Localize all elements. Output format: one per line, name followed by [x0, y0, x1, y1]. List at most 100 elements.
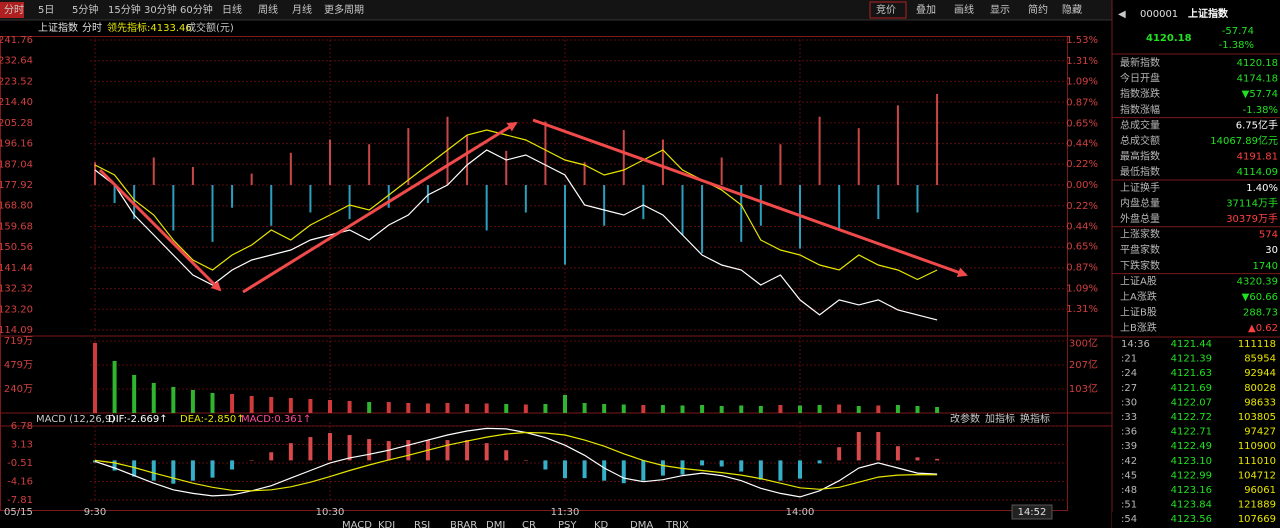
- row-label: 上B涨跌: [1120, 321, 1157, 334]
- bar: [544, 121, 547, 185]
- tab[interactable]: 周线: [258, 3, 278, 16]
- bottom-tab[interactable]: KD: [594, 520, 609, 528]
- bar: [837, 447, 842, 461]
- tick-price: 4123.56: [1171, 514, 1212, 525]
- bar: [876, 431, 881, 461]
- tab[interactable]: 60分钟: [180, 3, 213, 16]
- bottom-tab[interactable]: PSY: [558, 520, 577, 528]
- tick-volume: 110900: [1238, 441, 1276, 452]
- row-label: 上证B股: [1120, 307, 1157, 319]
- bar: [485, 185, 488, 231]
- tick-volume: 107669: [1238, 514, 1276, 525]
- y-tick-label: 4123.20: [0, 304, 33, 315]
- y-tick-label: 240万: [4, 384, 33, 395]
- volume-bar: [504, 403, 509, 413]
- tab-active: [0, 2, 24, 18]
- row-label: 内盘总量: [1120, 196, 1160, 209]
- panel-arrow[interactable]: ◀: [1118, 9, 1126, 20]
- row-label: 指数涨幅: [1120, 103, 1160, 116]
- tab[interactable]: 15分钟: [108, 3, 141, 16]
- row-value: -1.38%: [1243, 105, 1278, 116]
- bar: [701, 185, 704, 254]
- x-tick-label: 10:30: [316, 507, 345, 518]
- row-label: 指数涨跌: [1120, 87, 1160, 100]
- arrow: [98, 168, 222, 292]
- row-value: 4174.18: [1237, 74, 1278, 85]
- tick-price: 4123.10: [1171, 456, 1212, 467]
- bar: [818, 116, 821, 185]
- y2-tick-label: 207亿: [1069, 358, 1098, 371]
- volume-bar: [621, 404, 626, 413]
- bottom-tab[interactable]: CR: [522, 520, 536, 528]
- y2-tick-label: 0.65%: [1066, 118, 1098, 129]
- y-tick-label: 4150.56: [0, 242, 33, 253]
- row-value: ▼60.66: [1242, 292, 1278, 303]
- tab[interactable]: 日线: [222, 3, 242, 16]
- bar: [190, 460, 195, 481]
- y2-tick-label: 1.31%: [1066, 56, 1098, 67]
- pane-button[interactable]: 改参数: [950, 412, 980, 425]
- tab[interactable]: 更多周期: [324, 3, 364, 16]
- pane-button[interactable]: 加指标: [985, 412, 1015, 425]
- tab[interactable]: 月线: [292, 3, 312, 16]
- bar: [563, 460, 567, 479]
- tool[interactable]: 显示: [990, 4, 1010, 16]
- tool[interactable]: 竞价: [876, 3, 896, 16]
- tool[interactable]: 画线: [954, 3, 974, 16]
- row-label: 最新指数: [1120, 56, 1160, 69]
- bar: [720, 157, 723, 185]
- row-value: ▲0.62: [1248, 323, 1278, 334]
- date-label: 05/15: [4, 507, 33, 518]
- volume-bar: [563, 394, 567, 413]
- tab[interactable]: 5分钟: [72, 3, 98, 16]
- bar: [739, 460, 744, 472]
- y-tick-label: 4214.40: [0, 97, 33, 108]
- bottom-tab[interactable]: BRAR: [450, 520, 477, 528]
- bottom-tab[interactable]: DMA: [630, 520, 653, 528]
- tool[interactable]: 简约: [1028, 3, 1048, 16]
- stock-change: -57.74: [1222, 26, 1254, 37]
- volume-bar: [132, 374, 137, 413]
- bar: [719, 460, 724, 467]
- legend-dea: DEA:-2.850↑: [180, 414, 245, 425]
- cursor-time: 14:52: [1018, 507, 1047, 518]
- tick-price: 4121.63: [1171, 368, 1212, 379]
- bar: [270, 185, 273, 226]
- tick-price: 4123.16: [1171, 485, 1212, 496]
- y-tick-label: 479万: [4, 360, 33, 371]
- volume-bar: [856, 405, 861, 413]
- bar: [445, 440, 450, 461]
- bottom-tab[interactable]: MACD: [342, 520, 372, 528]
- row-label: 上涨家数: [1120, 228, 1160, 241]
- cursor-box: [1011, 504, 1053, 520]
- tool[interactable]: 隐藏: [1062, 4, 1082, 16]
- volume-bar: [778, 404, 783, 413]
- tab[interactable]: 30分钟: [144, 3, 177, 16]
- bar: [681, 185, 684, 236]
- volume-bar: [700, 404, 705, 413]
- bottom-tab[interactable]: KDJ: [378, 520, 395, 528]
- bar: [113, 185, 116, 204]
- bar: [249, 460, 254, 461]
- bar: [936, 94, 939, 185]
- volume-bar: [876, 405, 881, 413]
- tab[interactable]: 5日: [38, 5, 54, 16]
- tick-time: :48: [1121, 485, 1137, 496]
- bar: [368, 144, 371, 185]
- row-value: 4114.09: [1237, 167, 1278, 178]
- bottom-tab[interactable]: TRIX: [665, 520, 689, 528]
- line: [94, 149, 938, 321]
- volume-bar: [367, 401, 372, 413]
- bottom-tab[interactable]: DMI: [486, 520, 505, 528]
- macd-title: MACD (12,26,9): [36, 414, 115, 425]
- tool[interactable]: 叠加: [916, 4, 936, 16]
- chart-frame: [0, 36, 1068, 511]
- bottom-tab[interactable]: RSI: [414, 520, 430, 528]
- legend-dif: DIF:-2.669↑: [108, 414, 168, 425]
- x-tick-label: 14:00: [786, 507, 815, 518]
- tab[interactable]: 分时: [4, 4, 24, 16]
- row-label: 今日开盘: [1120, 72, 1160, 85]
- pane-button[interactable]: 换指标: [1020, 412, 1050, 425]
